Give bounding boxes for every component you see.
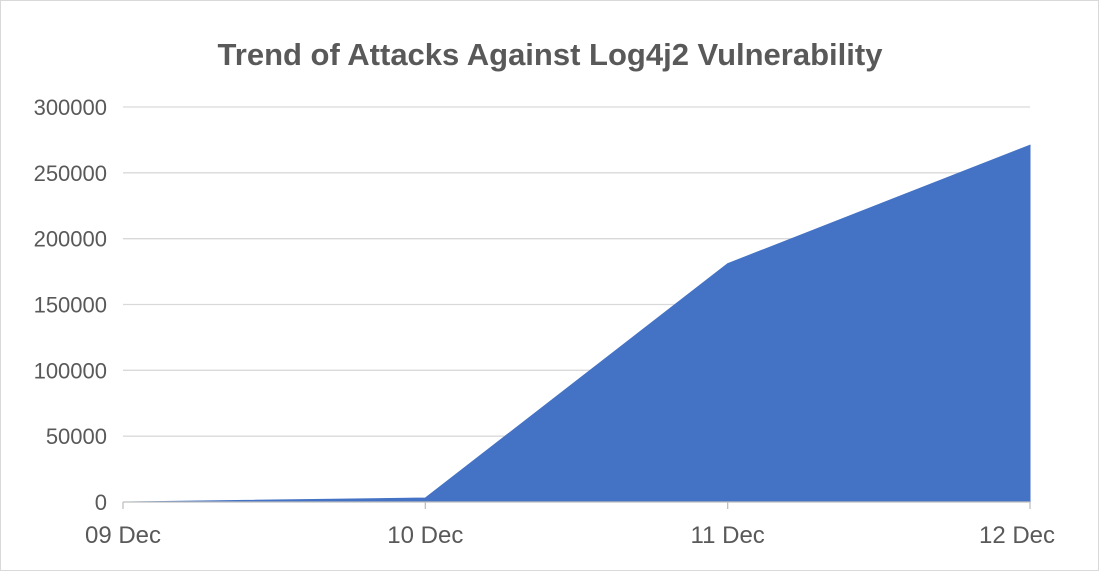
y-axis-ticks: 0 50000 100000 150000 200000 250000 300000 <box>34 95 107 515</box>
y-tick-label: 0 <box>95 490 107 515</box>
chart-title: Trend of Attacks Against Log4j2 Vulnerab… <box>218 37 884 72</box>
x-axis-ticks: 09 Dec 10 Dec 11 Dec 12 Dec <box>85 522 1055 549</box>
x-tick-label: 11 Dec <box>691 522 765 549</box>
y-tick-label: 250000 <box>34 161 107 186</box>
y-tick-label: 100000 <box>34 358 107 383</box>
area-fill <box>122 144 1031 503</box>
y-tick-label: 300000 <box>34 95 107 120</box>
x-tick-label: 10 Dec <box>387 522 463 549</box>
y-tick-label: 150000 <box>34 293 107 318</box>
y-tick-label: 200000 <box>34 227 107 252</box>
x-tick-label: 12 Dec <box>979 522 1055 549</box>
x-axis <box>122 501 1031 509</box>
y-tick-label: 50000 <box>46 424 107 449</box>
x-tick-label: 09 Dec <box>85 522 161 549</box>
area-series <box>122 144 1031 503</box>
